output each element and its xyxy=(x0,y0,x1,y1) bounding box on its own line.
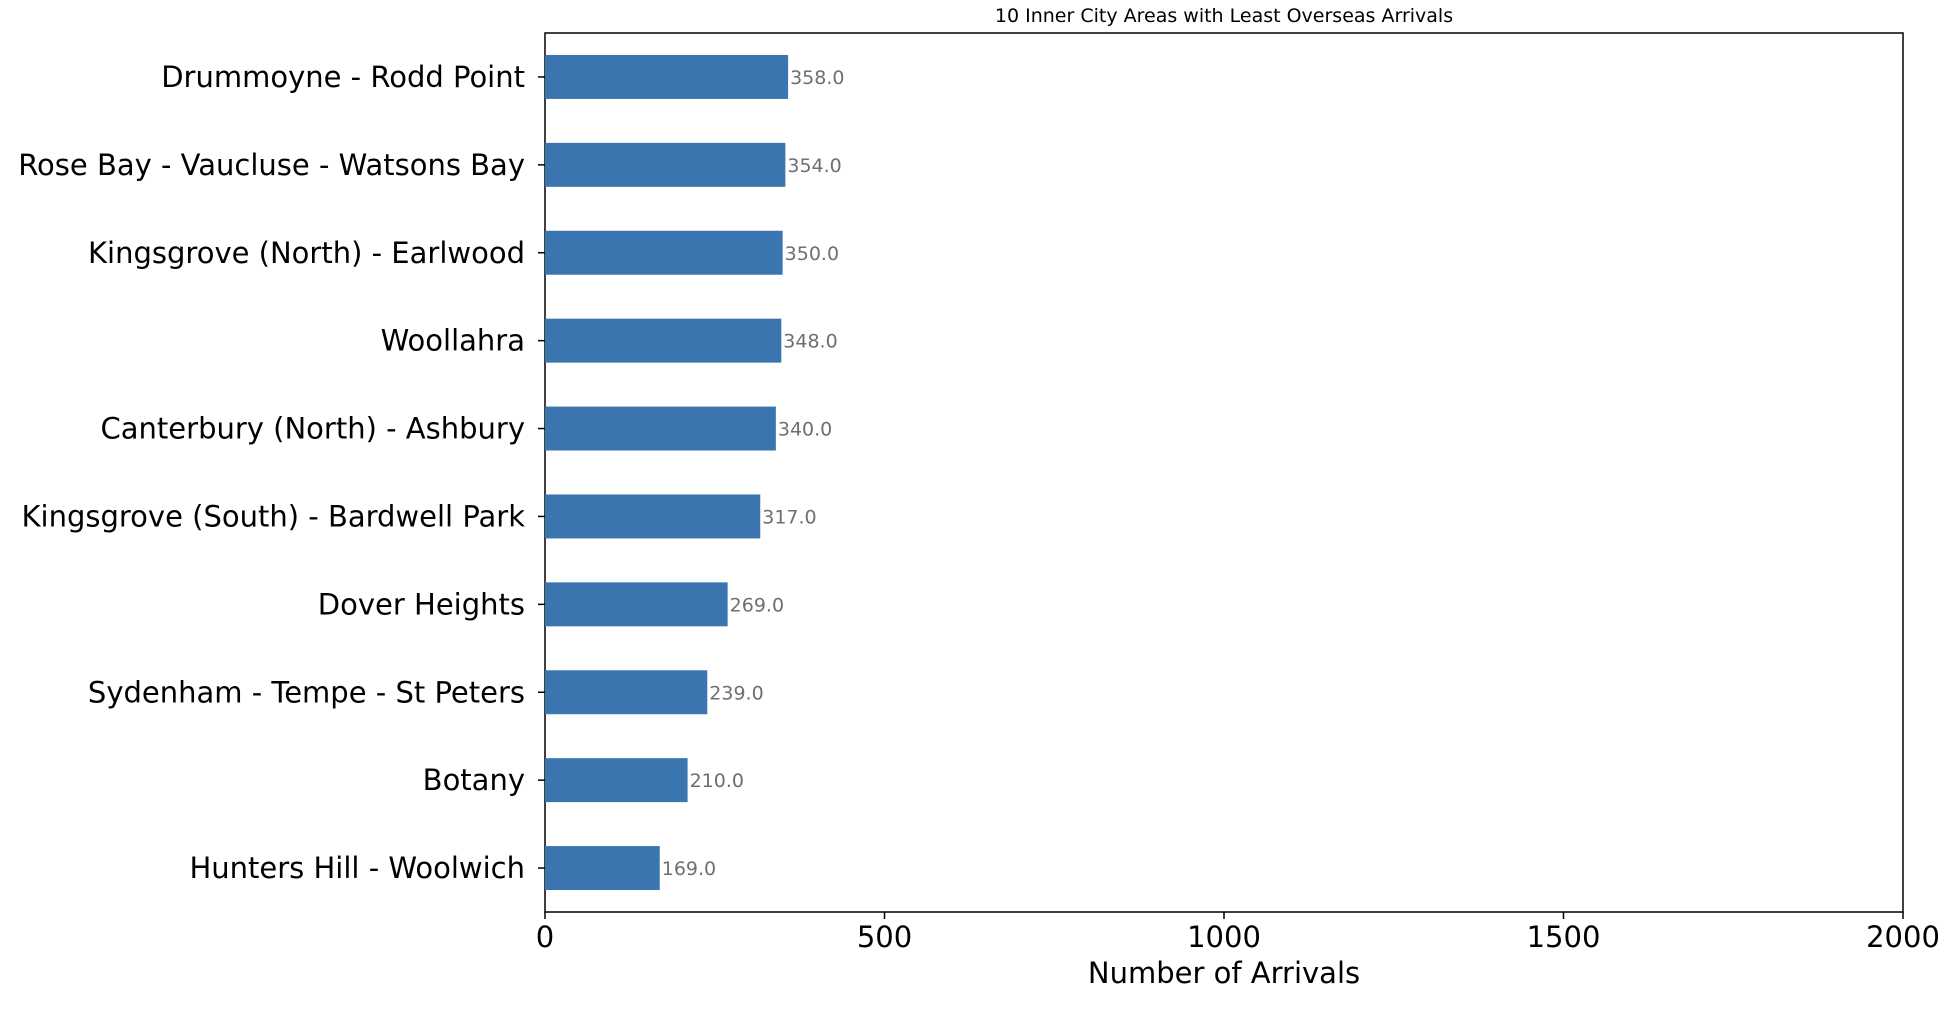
y-tick-label: Kingsgrove (North) - Earlwood xyxy=(88,236,525,270)
bar xyxy=(545,582,728,627)
x-tick-label: 0 xyxy=(536,920,554,954)
bar-value-label: 354.0 xyxy=(787,155,841,177)
bar xyxy=(545,318,782,363)
y-tick-label: Canterbury (North) - Ashbury xyxy=(101,412,525,446)
x-axis: 0 500 1000 1500 2000 xyxy=(536,912,1940,954)
y-tick-label: Rose Bay - Vaucluse - Watsons Bay xyxy=(18,148,525,182)
y-tick-label: Hunters Hill - Woolwich xyxy=(189,851,525,885)
x-tick-label: 500 xyxy=(857,920,912,954)
bar-value-label: 350.0 xyxy=(785,243,839,265)
bar xyxy=(545,142,786,187)
x-tick-label: 1500 xyxy=(1527,920,1601,954)
y-tick-label: Botany xyxy=(423,763,525,797)
bar-value-label: 348.0 xyxy=(783,331,837,353)
bar-value-label: 239.0 xyxy=(709,682,763,704)
y-tick-label: Drummoyne - Rodd Point xyxy=(161,60,525,94)
bar-value-label: 340.0 xyxy=(778,419,832,441)
bars-group xyxy=(545,54,789,891)
chart-title: 10 Inner City Areas with Least Overseas … xyxy=(995,5,1453,27)
bar xyxy=(545,670,708,715)
x-axis-title: Number of Arrivals xyxy=(1088,956,1360,990)
y-tick-label: Kingsgrove (South) - Bardwell Park xyxy=(22,499,526,533)
bar xyxy=(545,230,783,275)
y-tick-label: Sydenham - Tempe - St Peters xyxy=(88,675,525,709)
bar xyxy=(545,846,660,891)
x-tick-label: 2000 xyxy=(1866,920,1940,954)
y-tick-label: Woollahra xyxy=(381,324,525,358)
y-axis: Drummoyne - Rodd Point Rose Bay - Vauclus… xyxy=(18,60,545,885)
y-tick-label: Dover Heights xyxy=(318,587,525,621)
bar xyxy=(545,54,789,99)
bar xyxy=(545,758,688,803)
bar-value-label: 317.0 xyxy=(762,506,816,528)
x-tick-label: 1000 xyxy=(1187,920,1261,954)
bar-value-label: 210.0 xyxy=(690,770,744,792)
bar-value-label: 269.0 xyxy=(730,594,784,616)
bar-value-label: 169.0 xyxy=(662,858,716,880)
bar xyxy=(545,494,761,539)
data-labels-group: 358.0 354.0 350.0 348.0 340.0 317.0 269.0 239.0… xyxy=(662,67,845,880)
bar xyxy=(545,406,776,451)
bar-value-label: 358.0 xyxy=(790,67,844,89)
